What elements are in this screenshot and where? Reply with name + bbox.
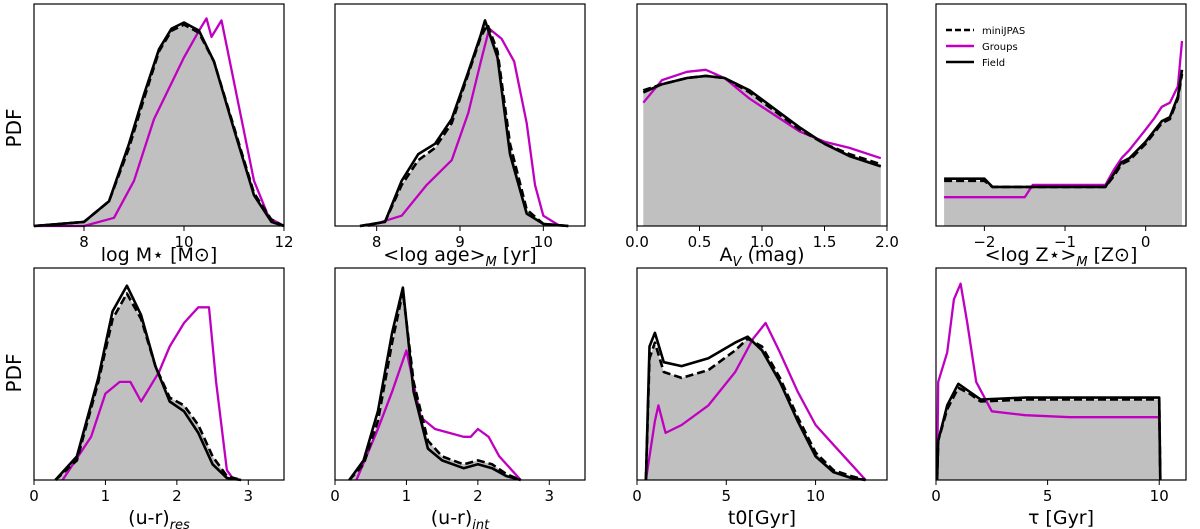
- x-tick-label: 2: [473, 487, 483, 505]
- x-axis-label: t0[Gyr]: [728, 507, 796, 529]
- area-fill-minijpas: [937, 387, 1161, 480]
- legend-label-field: Field: [982, 58, 1005, 69]
- series-line-groups: [34, 17, 285, 228]
- x-axis-label-sub: int: [472, 518, 490, 529]
- x-axis-label-main: <log age>: [383, 244, 485, 266]
- panel-6: 0 1 2 3 (u-r)int: [330, 267, 586, 529]
- x-tick-label: 0: [330, 487, 340, 505]
- x-axis-label-main: τ [Gyr]: [1028, 507, 1094, 529]
- x-axis-label-main: (u-r): [128, 507, 170, 529]
- x-tick-label: 10: [806, 487, 825, 505]
- x-axis-label-sub: V: [733, 255, 743, 270]
- x-tick-label: 5: [722, 487, 732, 505]
- x-tick-label: 0.0: [625, 233, 649, 251]
- series-line-minijpas: [33, 23, 285, 228]
- ylabel-bottom: PDF: [2, 354, 26, 393]
- series-line-groups: [944, 40, 1184, 199]
- x-axis-label: τ [Gyr]: [1028, 507, 1094, 529]
- panel-3: 0.0 0.5 1.0 1.5 2.0 AV (mag): [625, 3, 899, 270]
- x-axis-label-unit: [Z⊙]: [1088, 244, 1138, 266]
- area-fill-minijpas: [645, 338, 866, 480]
- x-axis-label-main: A: [720, 244, 733, 266]
- area-fill-minijpas: [55, 293, 242, 480]
- x-tick-label: 1.5: [813, 233, 837, 251]
- x-tick-label: 10: [534, 233, 553, 251]
- series-line-field: [54, 284, 242, 482]
- area-fill-minijpas: [34, 24, 284, 226]
- panel-2: 8 9 10<log age>M [yr]: [334, 3, 586, 270]
- x-axis-label-unit: (mag): [741, 244, 804, 266]
- x-axis-label-sub: M: [1076, 255, 1087, 270]
- x-axis-label-unit: [yr]: [497, 244, 537, 266]
- x-tick-label: −2: [973, 233, 995, 251]
- series-line-field: [33, 21, 285, 228]
- x-tick-label: 9: [455, 233, 465, 251]
- panel-8: 0 5 10 τ [Gyr]: [931, 267, 1187, 529]
- legend: miniJPAS Groups Field: [946, 26, 1025, 69]
- x-axis-label-main: (u-r): [431, 507, 473, 529]
- x-axis-label-main: t0[Gyr]: [728, 507, 796, 529]
- x-tick-label: 5: [1043, 487, 1053, 505]
- series-line-field: [642, 74, 882, 168]
- x-axis-label: (u-r)int: [431, 507, 490, 529]
- axes-frame: [935, 3, 1187, 227]
- x-tick-label: 0: [632, 487, 642, 505]
- series-line-field: [359, 19, 569, 228]
- series-line-field: [644, 331, 866, 482]
- x-tick-label: 8: [79, 233, 89, 251]
- x-axis-label-main: log M⋆ [M⊙]: [101, 244, 217, 266]
- x-tick-label: 12: [274, 233, 293, 251]
- series-line-groups: [355, 349, 522, 481]
- series-line-minijpas: [944, 73, 1184, 189]
- x-tick-label: 10: [1150, 487, 1169, 505]
- axes-frame: [935, 267, 1187, 481]
- series-line-field: [944, 69, 1184, 189]
- area-fill-minijpas: [643, 75, 881, 227]
- x-tick-label: 3: [244, 487, 254, 505]
- series-line-minijpas: [644, 337, 866, 482]
- x-tick-label: 8: [372, 233, 382, 251]
- panel-5: 0 1 2 3 (u-r)res: [29, 267, 285, 529]
- x-tick-label: 2: [172, 487, 182, 505]
- x-tick-label: 2.0: [875, 233, 899, 251]
- area-fill-minijpas: [944, 73, 1182, 227]
- x-axis-label-main: <log Z⋆>: [985, 244, 1077, 266]
- axes-frame: [334, 267, 586, 481]
- x-axis-label: (u-r)res: [128, 507, 190, 529]
- x-tick-label: 0.5: [688, 233, 712, 251]
- legend-label-groups: Groups: [982, 42, 1018, 53]
- x-tick-label: 1: [402, 487, 412, 505]
- x-axis-label-sub: M: [486, 255, 497, 270]
- panel-1: 8 10 12 log M⋆ [M⊙]: [33, 3, 294, 266]
- series-line-field: [348, 286, 522, 482]
- series-line-groups: [642, 68, 882, 160]
- axes-frame: [636, 267, 888, 481]
- series-line-field: [935, 382, 1162, 481]
- x-axis-label-sub: res: [170, 518, 190, 529]
- series-line-groups: [644, 321, 867, 481]
- x-axis-label: <log age>M [yr]: [383, 244, 536, 270]
- x-tick-label: 1: [101, 487, 111, 505]
- x-tick-label: 10: [174, 233, 193, 251]
- ylabel-top: PDF: [2, 109, 26, 148]
- x-axis-label: log M⋆ [M⊙]: [101, 244, 217, 266]
- x-tick-label: −1: [1054, 233, 1076, 251]
- series-line-groups: [935, 282, 1162, 481]
- legend-label-minijpas: miniJPAS: [982, 26, 1025, 37]
- area-fill-minijpas: [349, 291, 521, 480]
- panel-7: 0 5 10 t0[Gyr]: [632, 267, 888, 529]
- x-axis-label: <log Z⋆>M [Z⊙]: [985, 244, 1138, 270]
- x-tick-label: 3: [545, 487, 555, 505]
- series-line-minijpas: [348, 290, 522, 482]
- x-tick-label: 0: [29, 487, 39, 505]
- x-axis-label: AV (mag): [720, 244, 805, 270]
- axes-frame: [33, 3, 285, 227]
- axes-frame: [33, 267, 285, 481]
- x-tick-label: 0: [931, 487, 941, 505]
- x-tick-label: 0: [1141, 233, 1151, 251]
- x-tick-label: 1.0: [750, 233, 774, 251]
